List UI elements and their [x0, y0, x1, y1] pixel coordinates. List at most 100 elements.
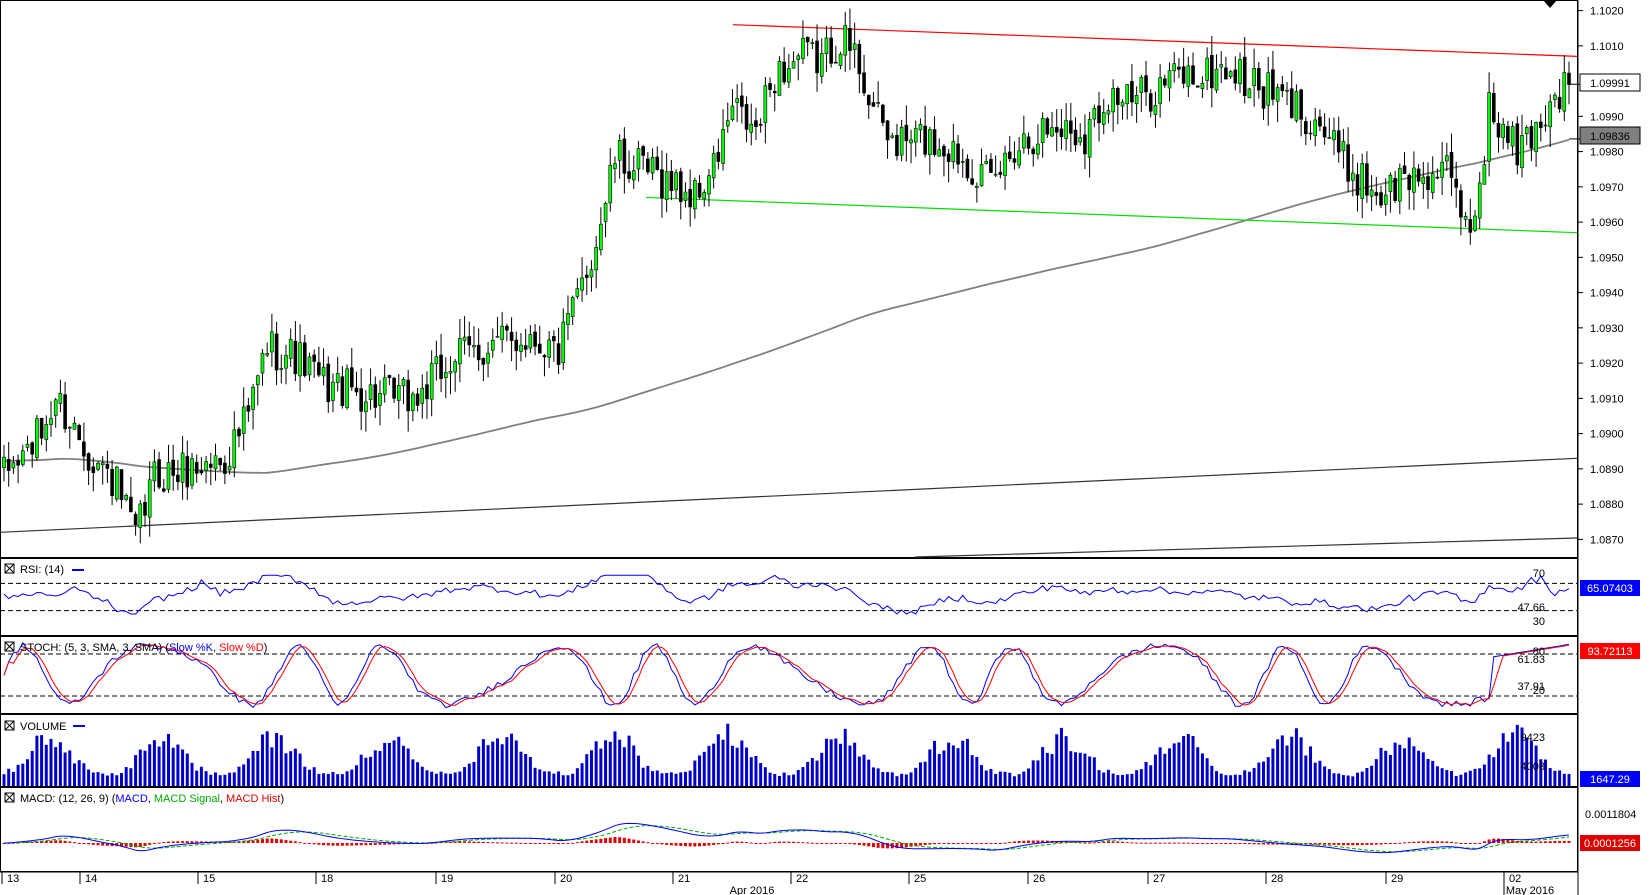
macd-hist-bar [599, 838, 603, 843]
candle-body [1435, 176, 1440, 179]
candle-body [288, 339, 293, 359]
candle [951, 123, 956, 169]
candle-body [100, 462, 105, 466]
macd-hist-bar [1219, 843, 1223, 844]
volume-bar [1177, 742, 1181, 786]
macd-hist-label: MACD Hist [226, 793, 280, 805]
macd-hist-bar [1450, 841, 1454, 843]
candle-body [1261, 86, 1266, 109]
macd-signal-line [3, 825, 1570, 853]
candle [25, 435, 30, 452]
candle-body [1299, 89, 1303, 120]
svg-text:MACD: (12, 26, 9) (MA: MACD: (12, 26, 9) (MACD, MACD Signal, MA… [20, 793, 284, 805]
macd-hist-bar [810, 842, 814, 844]
macd-hist-bar [1252, 843, 1256, 845]
candle-body [791, 61, 796, 69]
candle [298, 324, 302, 392]
candle-body [63, 394, 67, 430]
volume-bar [707, 745, 711, 786]
macd-hist-bar [994, 843, 998, 844]
volume-bar [378, 751, 382, 786]
candle-body [190, 458, 194, 486]
candle [1445, 142, 1449, 171]
volume-bar [994, 773, 998, 786]
candle-body [956, 143, 960, 165]
candle-body [702, 192, 707, 200]
volume-bar [44, 744, 48, 786]
candle-body [1252, 68, 1256, 87]
volume-bar [218, 775, 222, 786]
candle-body [1116, 88, 1120, 105]
macd-hist-bar [881, 843, 885, 849]
candle-body [542, 355, 547, 358]
candle [608, 147, 613, 212]
candle [772, 84, 777, 112]
volume-bar [101, 773, 105, 786]
volume-bar [829, 739, 833, 786]
macd-hist-bar [636, 840, 640, 843]
candle-body [462, 336, 467, 341]
candle [1492, 82, 1496, 125]
candle-body [599, 223, 603, 251]
candle-body [53, 399, 58, 416]
macd-hist-bar [1327, 843, 1331, 845]
candle [782, 47, 786, 85]
volume-bar [383, 742, 387, 786]
candle-body [899, 126, 904, 156]
macd-hist-bar [848, 843, 852, 845]
candle [923, 105, 927, 158]
candle-body [928, 129, 932, 155]
macd-hist-bar [1224, 843, 1228, 844]
candle [735, 84, 739, 123]
candle [91, 457, 96, 492]
macd-hist-bar [933, 843, 937, 845]
candle [1289, 71, 1294, 119]
candle [1468, 198, 1473, 245]
macd-hist-bar [185, 841, 189, 843]
candle-body [1487, 92, 1491, 162]
candle [114, 465, 119, 502]
candle-body [754, 120, 758, 127]
candle-body [1003, 152, 1007, 176]
volume-bar [1205, 758, 1209, 786]
macd-hist-bar [1262, 843, 1266, 845]
volume-bar [1370, 765, 1374, 786]
candle-body [124, 494, 128, 500]
macd-hist-bar [674, 843, 678, 846]
scroll-arrow-icon[interactable] [1543, 0, 1557, 8]
time-axis: 13 14 15 18 19 20 21 22 25 26 27 28 29 02 Apr 2016 May … [0, 871, 1578, 895]
candle [537, 325, 542, 354]
candle [1210, 36, 1214, 108]
candle-body [552, 336, 556, 342]
volume-bar [1252, 767, 1256, 786]
candle [1040, 112, 1045, 158]
candle [1181, 47, 1186, 89]
candle-body [1355, 174, 1360, 196]
volume-label-mid: 4008 [1521, 761, 1545, 773]
macd-hist-bar [1196, 843, 1200, 844]
candle [213, 443, 218, 481]
volume-bar [1290, 736, 1294, 786]
macd-hist-bar [162, 841, 166, 843]
volume-bar [1022, 771, 1026, 786]
candle [890, 132, 895, 139]
candle [1224, 56, 1228, 80]
macd-hist-bar [641, 841, 645, 843]
candle-body [1567, 72, 1571, 85]
volume-bar [820, 752, 824, 786]
volume-bar [439, 771, 443, 786]
candle [1101, 99, 1106, 135]
volume-bar [857, 756, 861, 786]
candle-body [1059, 128, 1064, 137]
volume-bar [392, 740, 396, 786]
candle-body [819, 53, 824, 77]
candle-body [1304, 121, 1308, 135]
macd-hist-bar [105, 843, 109, 846]
candle [199, 457, 204, 476]
candle [1064, 103, 1068, 151]
macd-hist-bar [1257, 843, 1261, 845]
volume-bar [359, 754, 363, 786]
candle-body [838, 53, 843, 66]
candle-body [608, 165, 613, 204]
candle-body [876, 102, 880, 104]
